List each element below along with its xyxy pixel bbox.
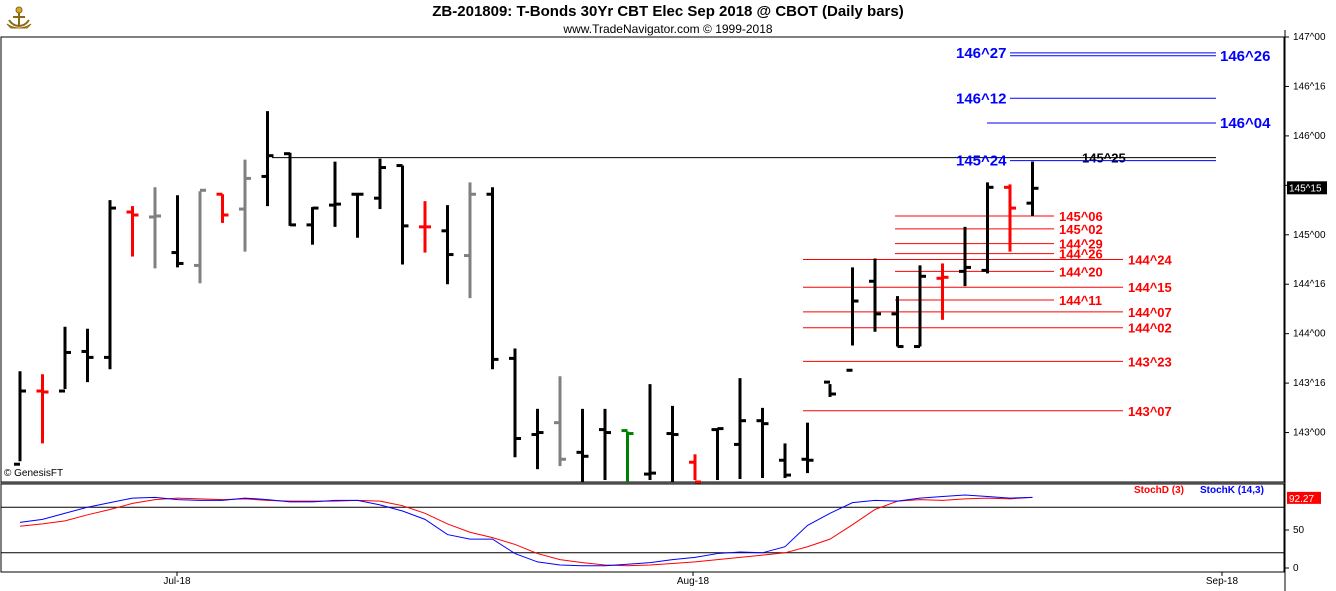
level-label: 144^07 bbox=[1128, 305, 1172, 320]
ohlc-bar bbox=[756, 407, 769, 479]
ohlc-bar bbox=[149, 187, 161, 269]
last-price-tag bbox=[1287, 181, 1327, 195]
ohlc-bar bbox=[329, 161, 341, 227]
price-tick-label: 143^16 bbox=[1293, 378, 1326, 389]
level-label: 144^02 bbox=[1128, 321, 1172, 336]
ohlc-bar bbox=[126, 206, 139, 257]
ohlc-bar bbox=[284, 152, 296, 227]
chart-subtitle: www.TradeNavigator.com © 1999-2018 bbox=[563, 22, 773, 36]
stoch-series-line bbox=[19, 494, 1033, 567]
ohlc-bar bbox=[869, 258, 881, 332]
ohlc-bar bbox=[81, 328, 94, 383]
ohlc-bar bbox=[306, 206, 319, 245]
price-axis: 147^00146^16146^00145^16145^00144^16144^… bbox=[1285, 32, 1326, 439]
ohlc-bar bbox=[396, 164, 409, 265]
last-price-label: 145^15 bbox=[1289, 183, 1322, 194]
stoch-last-label: 92.27 bbox=[1289, 494, 1314, 505]
price-tick-label: 146^00 bbox=[1293, 131, 1326, 142]
level-label: 145^02 bbox=[1059, 222, 1103, 237]
ohlc-bar bbox=[104, 200, 116, 370]
ohlc-bar bbox=[374, 158, 386, 210]
level-lines: 146^27 146^26 146^12 146^04 145^25 145^24 145^… bbox=[272, 45, 1271, 419]
ohlc-bar bbox=[531, 408, 544, 470]
ohlc-bar bbox=[734, 378, 746, 480]
level-label: 144^29 bbox=[1059, 237, 1103, 252]
ohlc-bar bbox=[554, 376, 566, 467]
price-tick-label: 147^00 bbox=[1293, 32, 1326, 43]
ohlc-bar bbox=[59, 326, 71, 393]
level-label: 144^24 bbox=[1128, 253, 1173, 268]
ohlc-bar bbox=[801, 422, 814, 474]
ohlc-bar bbox=[576, 408, 589, 482]
ohlc-bar bbox=[464, 182, 476, 299]
ohlc-bar bbox=[914, 265, 926, 349]
stoch-last-tag bbox=[1287, 491, 1321, 504]
ohlc-bar bbox=[711, 427, 724, 481]
ohlc-bar bbox=[239, 159, 251, 252]
ohlc-bar bbox=[1004, 184, 1016, 252]
ohlc-bar bbox=[936, 263, 949, 320]
level-label: 145^24 bbox=[956, 153, 1007, 170]
x-tick-label: Jul-18 bbox=[163, 576, 191, 587]
ohlc-bar bbox=[14, 371, 26, 466]
level-label: 146^27 bbox=[956, 45, 1006, 62]
price-tick-label: 143^00 bbox=[1293, 428, 1326, 439]
ohlc-bars bbox=[14, 111, 1039, 484]
ohlc-bar bbox=[891, 296, 904, 349]
level-label: 144^15 bbox=[1128, 280, 1172, 295]
stoch-panel-frame bbox=[0, 483, 1285, 573]
watermark-text: © GenesisFT bbox=[4, 468, 64, 479]
ohlc-bar bbox=[824, 380, 836, 397]
ohlc-bar bbox=[509, 348, 521, 458]
ohlc-bar bbox=[1026, 161, 1039, 216]
stoch-tick-label: 0 bbox=[1293, 563, 1299, 574]
level-label: 146^26 bbox=[1220, 48, 1270, 65]
level-label: 145^25 bbox=[1082, 151, 1126, 166]
stoch-tick-label: 50 bbox=[1293, 525, 1305, 536]
x-tick-label: Sep-18 bbox=[1206, 576, 1239, 587]
ohlc-bar bbox=[216, 192, 229, 223]
price-tick-label: 145^00 bbox=[1293, 230, 1326, 241]
ohlc-bar bbox=[689, 454, 701, 484]
price-tick-label: 144^16 bbox=[1293, 279, 1326, 290]
level-label: 145^06 bbox=[1059, 209, 1103, 224]
x-tick-label: Aug-18 bbox=[677, 576, 710, 587]
ohlc-bar bbox=[644, 384, 656, 481]
ohlc-bar bbox=[959, 226, 971, 287]
ohlc-bar bbox=[194, 188, 206, 284]
level-label: 146^04 bbox=[1220, 115, 1271, 132]
ohlc-bar bbox=[981, 182, 994, 274]
ohlc-bar bbox=[599, 408, 611, 481]
ohlc-bar bbox=[171, 195, 184, 268]
stoch-series-line bbox=[19, 496, 1033, 567]
ohlc-bar bbox=[419, 201, 431, 253]
ohlc-bar bbox=[846, 267, 859, 372]
legend-stochk: StochK (14,3) bbox=[1200, 485, 1264, 496]
ohlc-bar bbox=[621, 429, 634, 482]
price-tick-label: 146^16 bbox=[1293, 81, 1326, 92]
ohlc-bar bbox=[36, 374, 49, 444]
chart-title: ZB-201809: T-Bonds 30Yr CBT Elec Sep 201… bbox=[432, 3, 904, 20]
level-label: 143^23 bbox=[1128, 354, 1172, 369]
price-tick-label: 144^00 bbox=[1293, 329, 1326, 340]
ohlc-bar bbox=[666, 405, 679, 482]
ohlc-bar bbox=[351, 192, 364, 238]
ohlc-bar bbox=[486, 187, 499, 370]
ohlc-bar bbox=[779, 443, 791, 479]
logo-icon bbox=[6, 6, 32, 29]
ohlc-bar bbox=[261, 111, 274, 207]
level-label: 144^20 bbox=[1059, 264, 1103, 279]
legend-stochd: StochD (3) bbox=[1134, 485, 1184, 496]
ohlc-bar bbox=[441, 205, 454, 285]
level-label: 143^07 bbox=[1128, 404, 1172, 419]
price-panel-frame bbox=[0, 36, 1285, 483]
level-label: 144^26 bbox=[1059, 247, 1103, 262]
level-label: 146^12 bbox=[956, 90, 1006, 107]
level-label: 144^11 bbox=[1059, 293, 1102, 308]
